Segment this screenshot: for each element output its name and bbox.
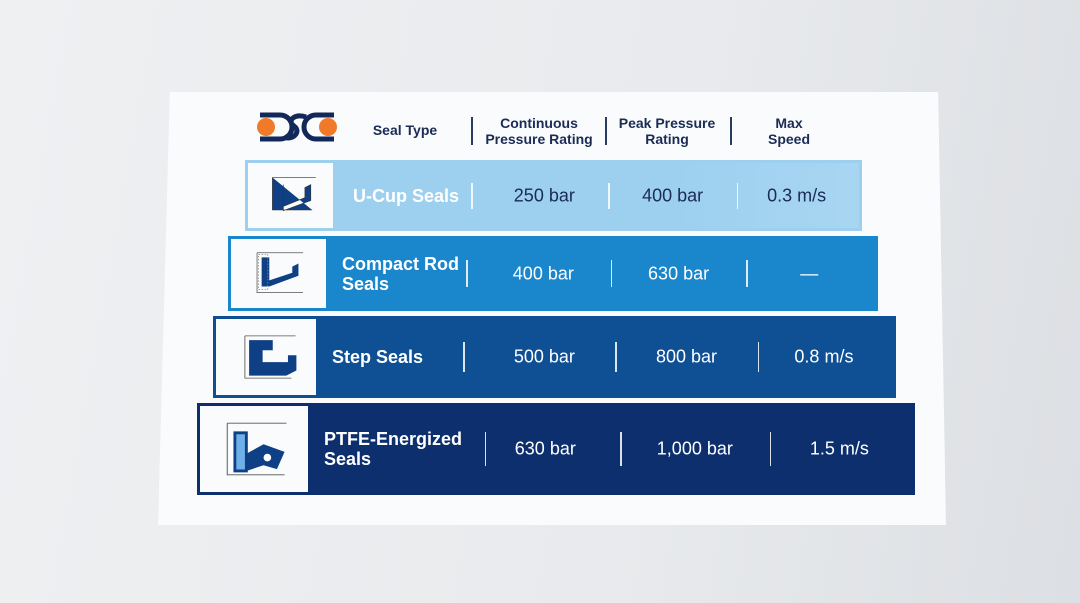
u-cup-seal-cross-section-icon bbox=[272, 177, 316, 212]
header-max-speed: Max Speed bbox=[767, 115, 810, 147]
seal-name: PTFE-Energized Seals bbox=[324, 429, 463, 469]
table-row: PTFE-Energized Seals 630 bar 1,000 bar 1… bbox=[197, 403, 915, 495]
seal-icon-box bbox=[200, 406, 308, 492]
seal-icon-box bbox=[216, 319, 316, 395]
cell-divider bbox=[769, 431, 772, 467]
step-seal-cross-section-icon bbox=[244, 335, 297, 379]
cell-divider bbox=[615, 341, 617, 373]
peak-pressure-value: 1,000 bar bbox=[656, 438, 733, 459]
dsc-logo bbox=[257, 112, 337, 142]
table-row: Compact Rod Seals 400 bar 630 bar — bbox=[228, 236, 878, 311]
continuous-pressure-value: 400 bar bbox=[512, 263, 574, 283]
cell-divider bbox=[484, 431, 487, 467]
cell-divider bbox=[463, 341, 465, 373]
header-divider bbox=[730, 117, 732, 145]
continuous-pressure-value: 500 bar bbox=[513, 346, 575, 367]
compact-rod-seal-cross-section-icon bbox=[256, 252, 304, 294]
header-seal-type: Seal Type bbox=[372, 122, 438, 138]
cell-divider bbox=[620, 431, 622, 467]
peak-pressure-value: 800 bar bbox=[655, 346, 718, 367]
max-speed-value: 0.8 m/s bbox=[794, 346, 854, 367]
table-row: U-Cup Seals 250 bar 400 bar 0.3 m/s bbox=[245, 160, 862, 231]
cell-divider bbox=[746, 259, 748, 288]
cell-divider bbox=[471, 182, 473, 209]
seal-name: U-Cup Seals bbox=[353, 185, 460, 206]
seal-icon-box bbox=[231, 239, 326, 308]
seal-name: Step Seals bbox=[332, 347, 424, 367]
cell-divider bbox=[610, 259, 613, 288]
cell-divider bbox=[608, 182, 610, 209]
seal-name: Compact Rod Seals bbox=[342, 253, 459, 294]
header-peak-pressure: Peak Pressure Rating bbox=[618, 115, 716, 147]
cell-divider bbox=[757, 341, 760, 373]
peak-pressure-value: 630 bar bbox=[648, 263, 710, 283]
cell-divider bbox=[736, 182, 739, 209]
max-speed-value: — bbox=[800, 263, 819, 283]
continuous-pressure-value: 250 bar bbox=[513, 185, 575, 205]
seal-icon-box bbox=[248, 163, 333, 228]
max-speed-value: 0.3 m/s bbox=[767, 185, 827, 205]
header-divider bbox=[605, 117, 607, 145]
peak-pressure-value: 400 bar bbox=[642, 185, 704, 205]
continuous-pressure-value: 630 bar bbox=[514, 438, 576, 459]
cell-divider bbox=[466, 259, 468, 288]
max-speed-value: 1.5 m/s bbox=[809, 438, 869, 459]
table-row: Step Seals 500 bar 800 bar 0.8 m/s bbox=[213, 316, 896, 398]
ptfe-energized-seal-cross-section-icon bbox=[226, 422, 287, 476]
header-divider bbox=[471, 117, 473, 145]
header-continuous-pressure: Continuous Pressure Rating bbox=[485, 115, 593, 147]
